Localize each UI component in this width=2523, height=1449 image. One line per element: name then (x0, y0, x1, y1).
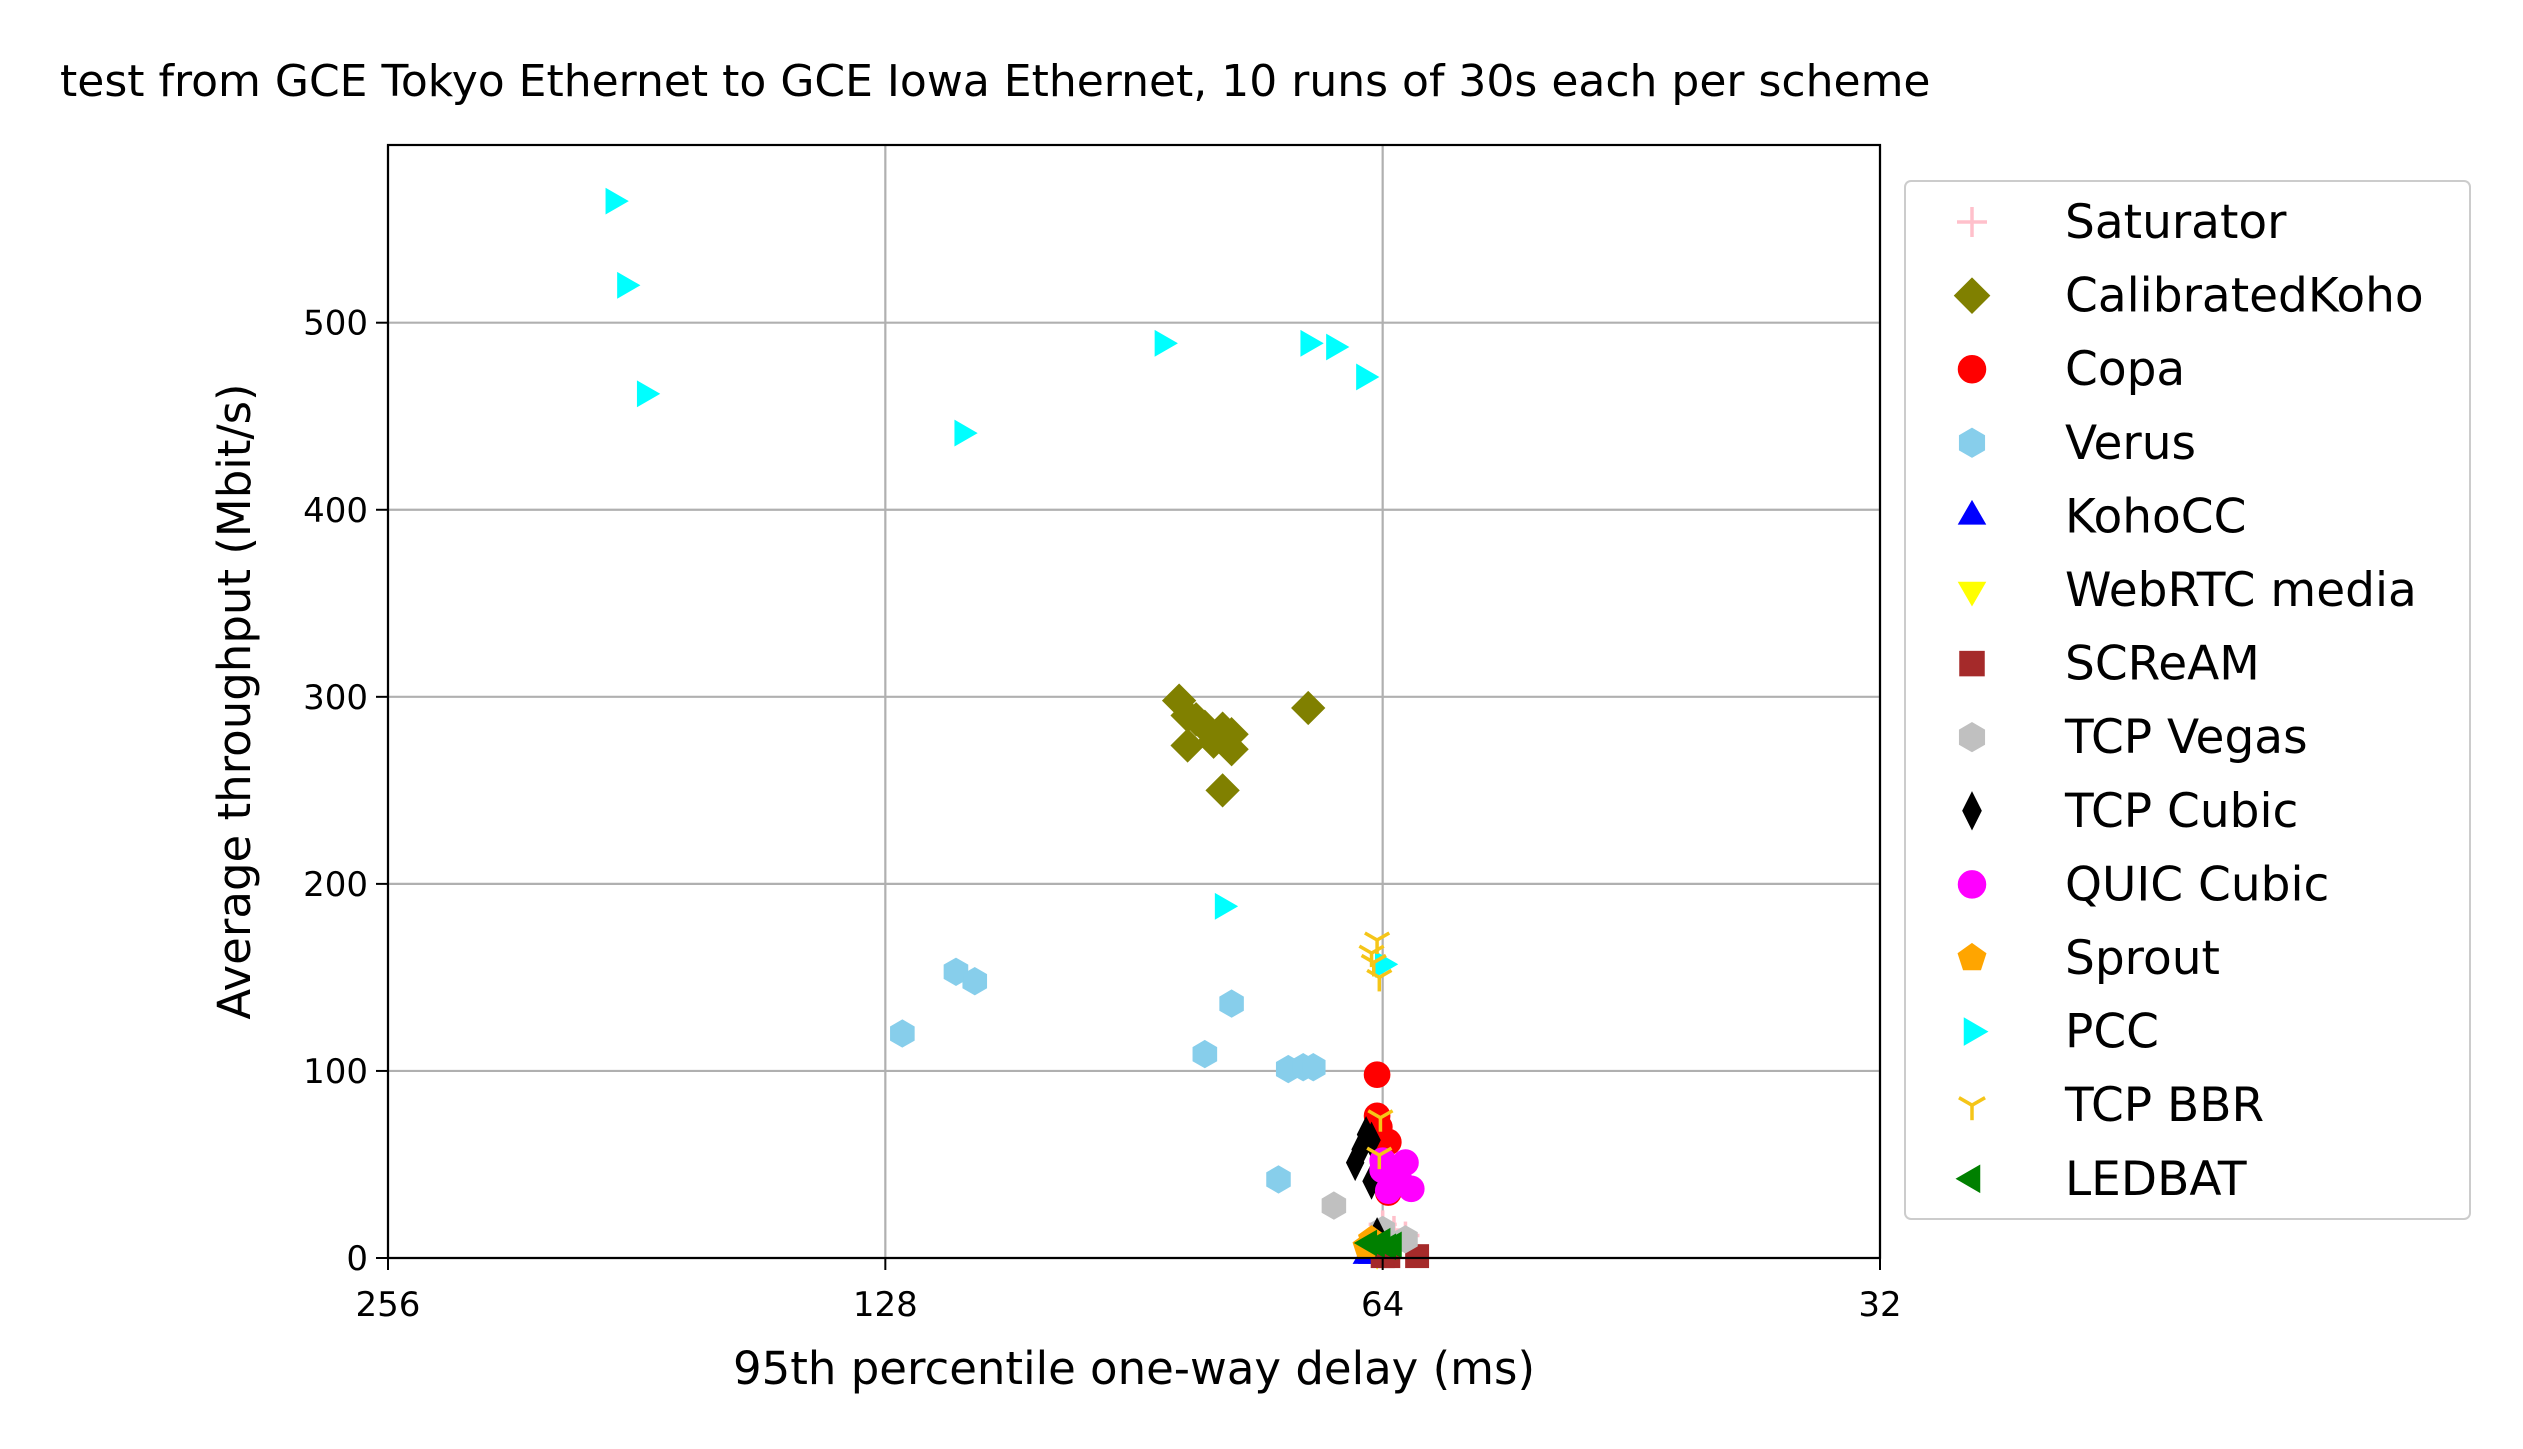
data-point-ledbat (1367, 1227, 1391, 1255)
legend-item-scream: SCReAM (1959, 637, 2260, 692)
data-point-ledbat (1378, 1231, 1402, 1259)
data-point-verus (943, 957, 969, 986)
legend-label: TCP BBR (2064, 1078, 2264, 1133)
legend-item-kohocc: KohoCC (1957, 489, 2246, 544)
data-point-calibratedkoho (1170, 728, 1205, 763)
legend: Saturator CalibratedKoho Copa Verus KohoCC We… (1904, 180, 2471, 1220)
legend-item-tcp-cubic: TCP Cubic (1962, 784, 2298, 839)
legend-label: PCC (2065, 1005, 2159, 1060)
legend-item-pcc: PCC (1963, 1005, 2159, 1060)
data-point-tcp-vegas (1321, 1191, 1347, 1220)
legend-item-sprout: Sprout (1957, 931, 2220, 986)
x-tick-label: 128 (853, 1285, 918, 1325)
data-point-tcp-bbr (1367, 1109, 1394, 1132)
legend-marker-sprout (1957, 942, 1987, 971)
legend-item-webrtc-media: WebRTC media (1957, 563, 2417, 618)
legend-label: SCReAM (2065, 637, 2260, 692)
data-point-verus (1192, 1039, 1218, 1069)
legend-marker-tcp-cubic (1962, 791, 1982, 831)
legend-item-tcp-bbr: TCP BBR (1958, 1078, 2264, 1133)
data-point-pcc (1154, 329, 1178, 357)
data-point-pcc (1214, 892, 1239, 920)
legend-marker-saturator (1957, 207, 1987, 237)
legend-item-ledbat: LEDBAT (1955, 1152, 2247, 1207)
data-point-pcc (1356, 363, 1380, 391)
series-pcc (605, 187, 1399, 978)
legend-marker-tcp-vegas (1958, 722, 1986, 753)
y-tick-label: 200 (303, 865, 368, 905)
x-tick-label: 64 (1361, 1285, 1404, 1325)
data-point-calibratedkoho (1205, 773, 1240, 808)
legend-label: Copa (2065, 342, 2185, 397)
series-ledbat (1353, 1227, 1402, 1261)
ticks-layer: 256 128 64 32 0 100 200 300 400 500 (303, 304, 1902, 1325)
data-point-verus (962, 967, 988, 996)
data-point-quic-cubic (1386, 1167, 1414, 1195)
legend-item-copa: Copa (1957, 342, 2185, 397)
legend-marker-pcc (1963, 1017, 1989, 1046)
y-axis-title: Average throughput (Mbit/s) (208, 383, 261, 1019)
legend-marker-ledbat (1955, 1164, 1981, 1194)
y-tick-label: 400 (303, 491, 368, 531)
data-point-verus (1219, 989, 1244, 1018)
plot-frame (386, 143, 1882, 1260)
series-calibratedkoho (1161, 683, 1326, 808)
data-point-verus (1266, 1165, 1291, 1194)
legend-item-calibratedkoho: CalibratedKoho (1953, 269, 2424, 324)
data-point-tcp-bbr (1360, 953, 1387, 977)
legend-item-saturator: Saturator (1957, 195, 2287, 250)
legend-label: TCP Vegas (2064, 710, 2308, 765)
data-point-pcc (1326, 333, 1350, 361)
legend-label: KohoCC (2065, 489, 2246, 544)
data-point-calibratedkoho (1291, 690, 1326, 726)
grid-layer (386, 145, 1882, 1260)
legend-item-verus: Verus (1958, 416, 2196, 471)
y-tick-label: 500 (303, 304, 368, 344)
legend-marker-webrtc-media (1957, 581, 1987, 607)
data-point-pcc (605, 187, 629, 215)
data-point-pcc (1300, 329, 1324, 357)
legend-marker-kohocc (1957, 499, 1987, 525)
x-axis-title: 95th percentile one-way delay (ms) (733, 1342, 1535, 1395)
y-tick-label: 300 (303, 678, 368, 718)
series-tcp-bbr (1358, 931, 1394, 1170)
data-point-tcp-bbr (1364, 931, 1391, 954)
x-tick-label: 32 (1858, 1285, 1901, 1325)
legend-marker-scream (1959, 650, 1985, 677)
legend-marker-copa (1957, 354, 1987, 384)
legend-marker-verus (1958, 427, 1986, 458)
data-point-pcc (636, 380, 661, 408)
data-point-verus (1300, 1053, 1326, 1082)
chart-title: test from GCE Tokyo Ethernet to GCE Iowa… (60, 56, 1931, 107)
legend-marker-quic-cubic (1957, 870, 1987, 899)
legend-marker-tcp-bbr (1958, 1096, 1986, 1121)
legend-label: LEDBAT (2065, 1152, 2247, 1207)
legend-label: Verus (2065, 416, 2196, 471)
legend-label: WebRTC media (2065, 563, 2417, 618)
legend-label: TCP Cubic (2064, 784, 2298, 839)
legend-item-tcp-vegas: TCP Vegas (1958, 710, 2308, 765)
data-point-pcc (617, 271, 641, 299)
data-point-tcp-bbr (1366, 1146, 1393, 1170)
legend-label: Saturator (2065, 195, 2287, 250)
legend-item-quic-cubic: QUIC Cubic (1957, 857, 2329, 912)
data-point-pcc (954, 419, 978, 447)
legend-label: CalibratedKoho (2065, 269, 2424, 324)
series-verus (890, 957, 1326, 1194)
legend-label: Sprout (2065, 931, 2220, 986)
y-tick-label: 0 (346, 1239, 368, 1279)
legend-marker-calibratedkoho (1953, 277, 1991, 314)
points-layer (605, 187, 1430, 1270)
y-tick-label: 100 (303, 1052, 368, 1092)
legend-box (1904, 180, 2471, 1220)
data-point-copa (1363, 1061, 1391, 1089)
data-point-verus (890, 1019, 915, 1048)
x-tick-label: 256 (356, 1285, 421, 1325)
legend-label: QUIC Cubic (2065, 857, 2329, 912)
data-point-calibratedkoho (1214, 732, 1249, 767)
